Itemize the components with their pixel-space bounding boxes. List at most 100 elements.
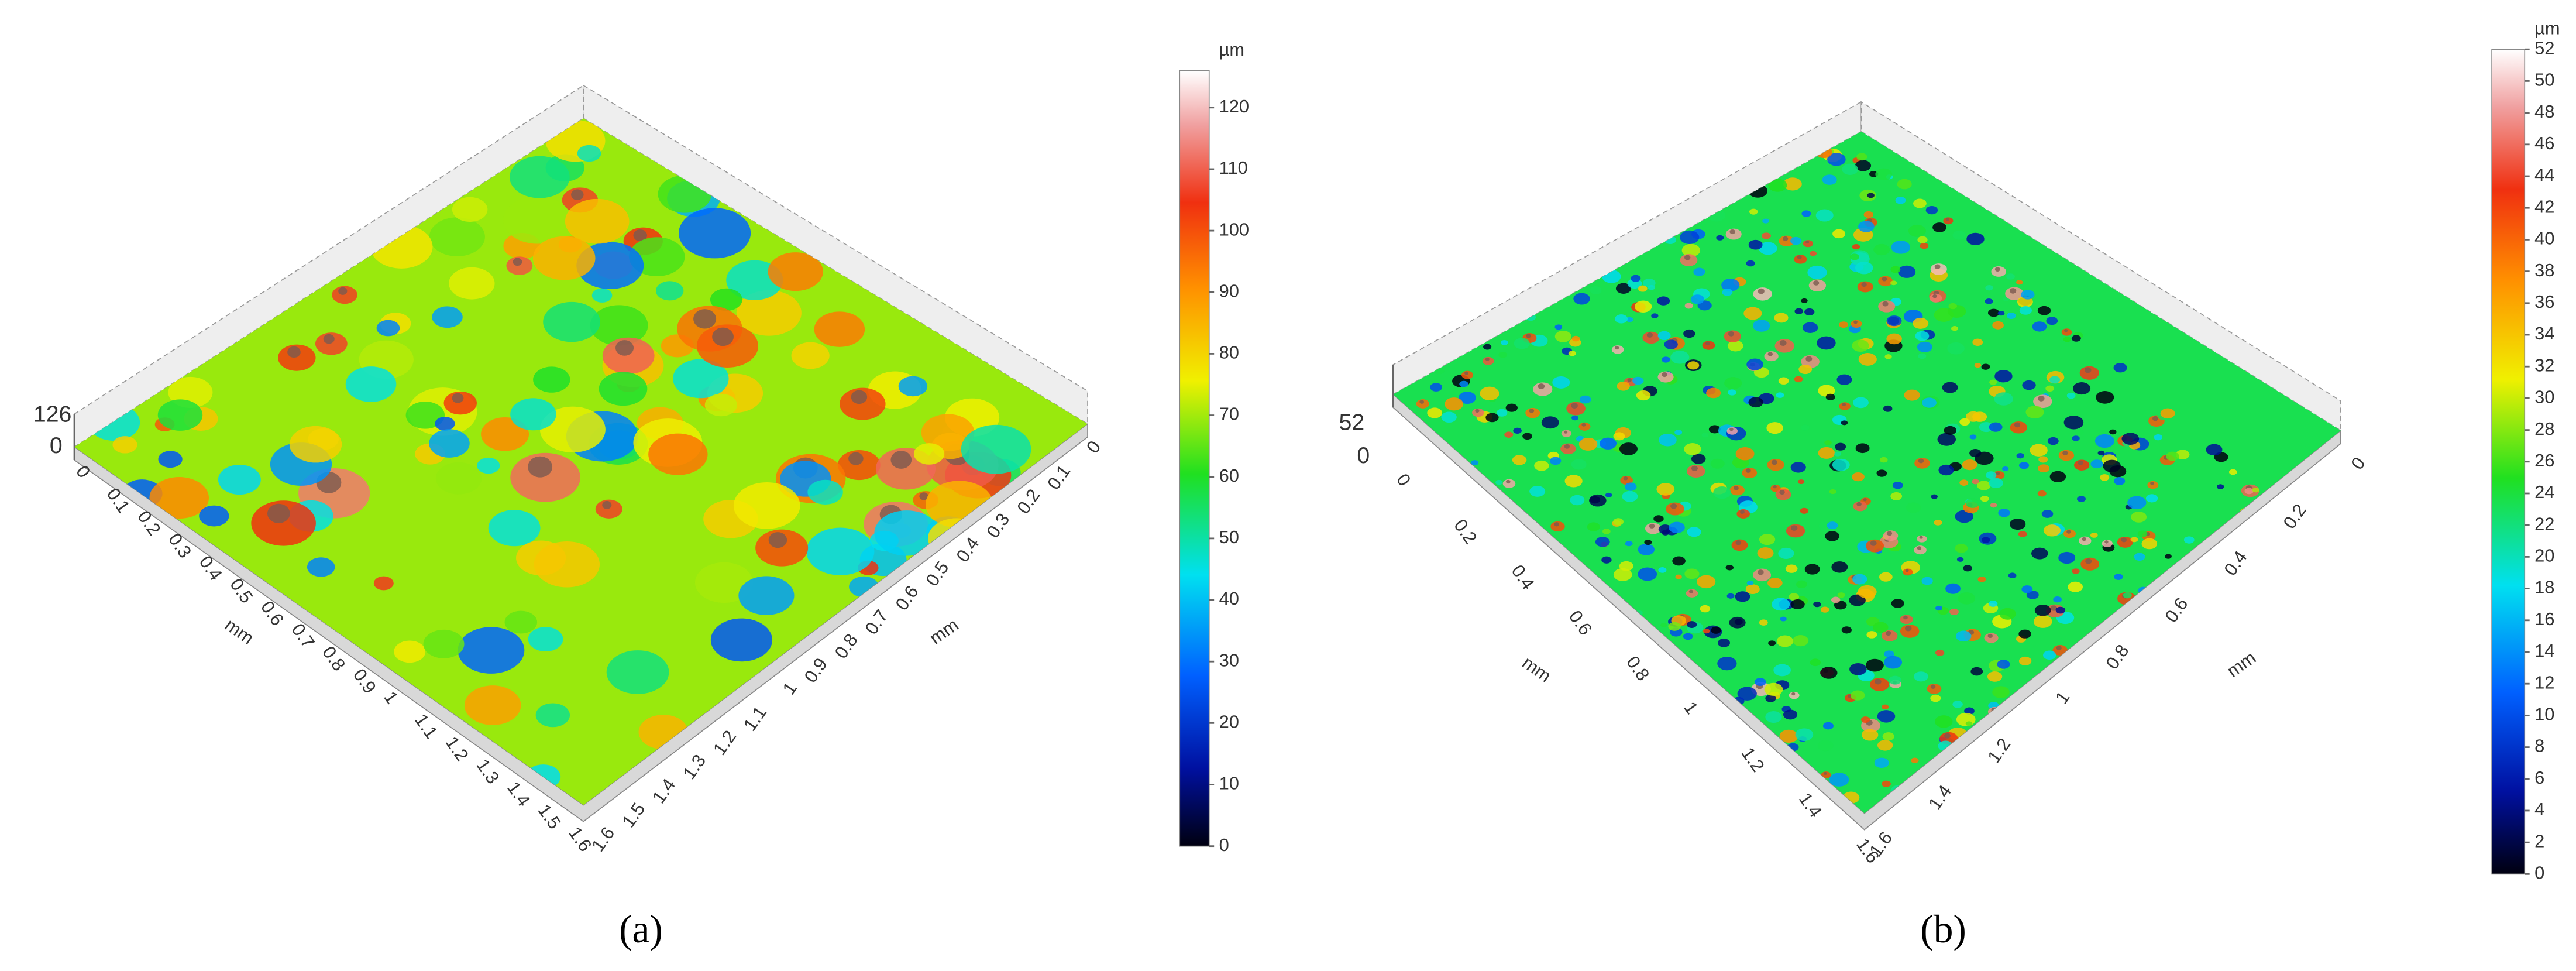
colorbar-tick-label: 42 [2534, 196, 2554, 217]
surface-texture [1832, 229, 1846, 239]
surface-texture [432, 306, 463, 328]
panel-caption: (a) [619, 907, 663, 951]
surface-texture [1681, 243, 1700, 257]
colorbar-tick-label: 32 [2534, 355, 2554, 375]
surface-texture [1790, 599, 1805, 609]
surface-texture [1778, 377, 1789, 385]
surface-texture [1668, 622, 1681, 631]
surface-texture [1749, 208, 1758, 215]
surface-texture [2217, 484, 2224, 489]
surface-texture [1794, 308, 1804, 314]
surface-panel: 52000.20.40.60.811.21.41.61.61.41.210.80… [1339, 18, 2560, 951]
surface-texture [1977, 576, 1986, 582]
surface-texture [1737, 687, 1757, 701]
surface-texture [1915, 331, 1930, 341]
axis-tick-label: 0.9 [800, 654, 831, 687]
surface-texture [1687, 621, 1697, 629]
box-wall [1860, 101, 2341, 431]
surface-texture [1800, 507, 1809, 514]
surface-texture [1956, 557, 1964, 562]
surface-texture [1684, 303, 1693, 309]
surface-texture [1680, 230, 1700, 245]
surface-peak [1791, 692, 1796, 696]
surface-texture [1687, 527, 1701, 537]
surface-texture [565, 198, 630, 244]
surface-texture [1841, 626, 1852, 634]
surface-texture [1615, 283, 1632, 294]
axis-title: mm [221, 615, 257, 649]
surface-texture [481, 417, 529, 451]
surface-texture [1853, 397, 1869, 409]
surface-peak [1805, 240, 1810, 244]
surface-peak [1614, 346, 1619, 350]
colorbar-tick-label: 12 [2534, 672, 2554, 692]
panel-caption: (b) [1920, 907, 1966, 951]
surface-texture [1895, 197, 1906, 204]
surface-texture [1601, 556, 1612, 564]
surface-texture [1852, 574, 1867, 585]
surface-texture [1727, 340, 1743, 352]
surface-peak [1623, 476, 1628, 481]
surface-texture [1571, 415, 1579, 421]
surface-texture [1790, 236, 1802, 245]
surface-peak [1564, 444, 1570, 449]
axis-tick-label: 0.6 [2161, 594, 2192, 626]
surface-texture [1687, 465, 1705, 478]
surface-texture [1994, 392, 2013, 406]
surface-texture [1651, 313, 1659, 318]
axis-tick-label: 0.7 [861, 606, 892, 638]
surface-texture [1505, 403, 1518, 412]
surface-texture [1917, 535, 1927, 543]
surface-texture [2131, 512, 2147, 523]
surface-texture [1935, 649, 1945, 656]
surface-peak [1903, 615, 1908, 620]
surface-texture [528, 627, 563, 652]
surface-texture [2022, 380, 2036, 390]
surface-peak [2085, 558, 2092, 564]
surface-texture [2016, 453, 2024, 459]
surface-texture [1670, 351, 1690, 364]
surface-texture [595, 499, 622, 519]
surface-texture [1825, 393, 1835, 400]
surface-texture [2001, 466, 2009, 471]
surface-texture [1990, 502, 1997, 508]
surface-texture [1997, 311, 2005, 316]
surface-texture [2244, 488, 2254, 495]
surface-texture [1865, 539, 1884, 553]
surface-peak [1842, 403, 1846, 407]
surface-texture [1675, 574, 1682, 579]
surface-peak [1735, 540, 1742, 545]
surface-texture [1495, 479, 1503, 485]
surface-peak [2223, 546, 2228, 551]
surface-texture [2094, 434, 2114, 448]
surface-texture [1947, 342, 1965, 355]
surface-texture [1831, 596, 1841, 603]
surface-peak [693, 309, 717, 329]
surface-texture [2102, 540, 2113, 547]
surface-texture [1813, 601, 1821, 608]
surface-texture [1965, 721, 1973, 726]
surface-texture [1882, 732, 1894, 741]
surface-texture [1684, 443, 1701, 455]
surface-texture [1653, 515, 1664, 523]
surface-texture [1822, 722, 1834, 730]
surface-texture [591, 288, 613, 303]
axis-tick-label: 0.4 [2220, 547, 2251, 579]
surface-texture [1561, 430, 1572, 437]
surface-peak [1932, 294, 1937, 298]
surface-texture [1674, 430, 1683, 435]
surface-texture [1992, 321, 2004, 330]
surface-texture [1687, 361, 1700, 370]
surface-texture [1684, 568, 1700, 579]
surface-texture [1917, 341, 1932, 352]
surface-texture [1690, 294, 1704, 304]
surface-peak [1856, 502, 1862, 506]
surface-texture [2165, 554, 2172, 559]
colorbar [1179, 70, 1210, 847]
colorbar-tick-label: 46 [2534, 133, 2554, 153]
surface-texture [1897, 265, 1916, 278]
surface-texture [1890, 280, 1897, 286]
surface-texture [535, 703, 570, 728]
surface-texture [1706, 387, 1721, 399]
surface-texture [1743, 307, 1762, 320]
